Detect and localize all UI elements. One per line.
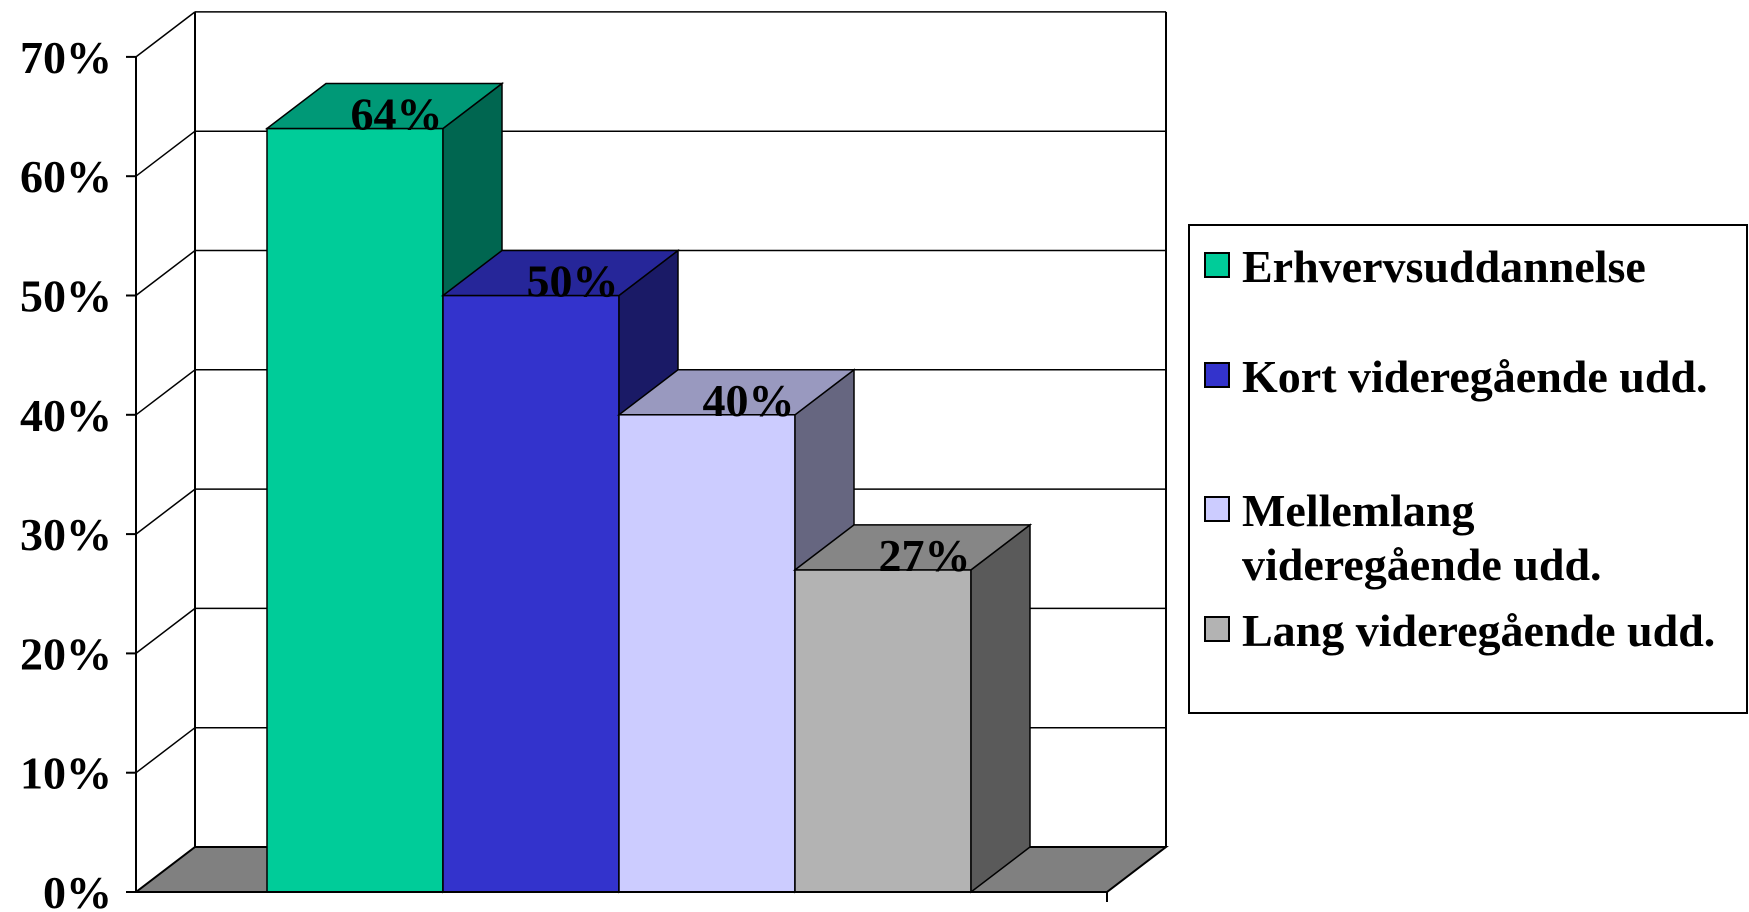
y-tick-label: 10% <box>20 748 112 799</box>
data-label: 27% <box>879 530 971 581</box>
bar-front <box>794 569 972 893</box>
gridline-side <box>135 130 196 177</box>
y-tick-label: 50% <box>20 271 112 322</box>
y-tick-label: 70% <box>20 32 112 83</box>
y-tick-label: 40% <box>20 390 112 441</box>
bar-front <box>266 127 444 893</box>
legend: Erhvervsuddannelse Kort videregående udd.… <box>1188 224 1748 714</box>
legend-label: Mellemlang videregående udd. <box>1242 485 1602 590</box>
legend-item: Lang videregående udd. <box>1204 604 1742 658</box>
legend-swatch <box>1204 496 1230 522</box>
y-tick-label: 60% <box>20 151 112 202</box>
bar-top <box>440 249 681 297</box>
data-label: 40% <box>703 375 795 426</box>
legend-swatch <box>1204 252 1230 278</box>
legend-label: Kort videregående udd. <box>1242 351 1708 402</box>
y-axis-ticks: 0% 10% 20% 30% 40% 50% 60% 70% <box>20 32 1108 912</box>
gridline-side <box>135 727 196 774</box>
chart-bars <box>264 81 1033 894</box>
legend-label: Erhvervsuddannelse <box>1242 241 1646 292</box>
y-tick-label: 0% <box>43 867 112 912</box>
bar-top <box>792 524 1033 571</box>
bar-3 <box>616 368 857 894</box>
legend-item: Mellemlang videregående udd. <box>1204 484 1742 592</box>
legend-label: Lang videregående udd. <box>1242 605 1716 656</box>
data-label: 64% <box>351 88 443 139</box>
bar-top <box>264 82 505 130</box>
bar-4 <box>792 523 1033 894</box>
legend-item: Erhvervsuddannelse <box>1204 240 1742 294</box>
data-labels: 64% 50% 40% 27% <box>351 88 971 580</box>
legend-swatch <box>1204 362 1230 388</box>
legend-swatch <box>1204 616 1230 642</box>
gridline-side <box>135 607 196 654</box>
data-label: 50% <box>527 256 619 307</box>
bar-front <box>618 414 796 893</box>
bar-side <box>970 523 1031 894</box>
legend-item: Kort videregående udd. <box>1204 350 1742 404</box>
bar-front <box>442 294 620 893</box>
y-tick-label: 30% <box>20 509 112 560</box>
bar-top <box>616 369 857 416</box>
y-tick-label: 20% <box>20 628 112 679</box>
gridline-side <box>135 488 196 535</box>
gridline-side <box>135 11 196 58</box>
gridline-side <box>135 249 196 297</box>
gridline-side <box>135 369 196 416</box>
